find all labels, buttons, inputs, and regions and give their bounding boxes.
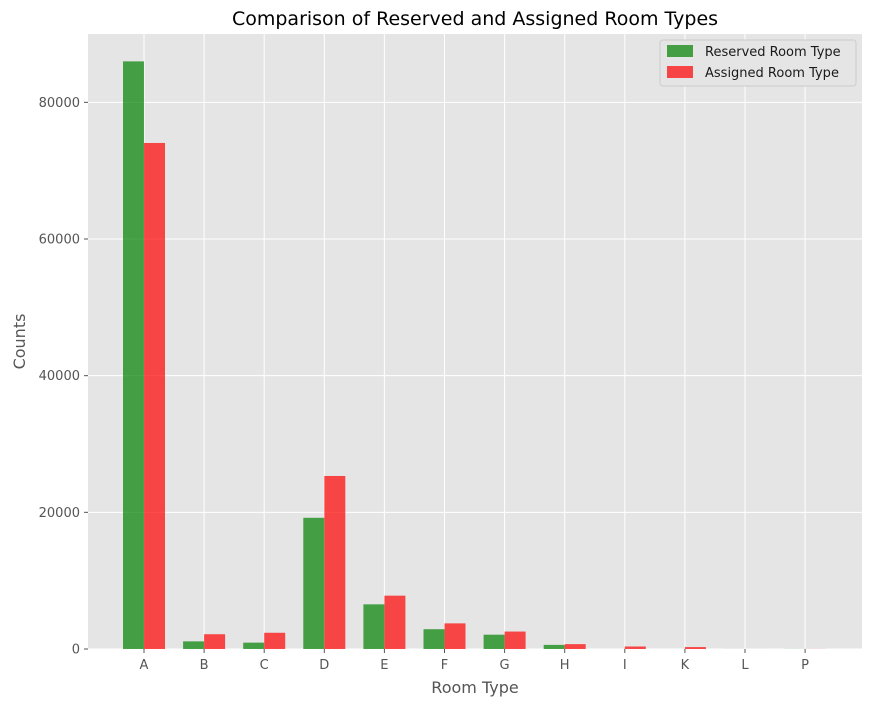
legend: Reserved Room Type Assigned Room Type xyxy=(659,39,857,87)
legend-swatch-reserved xyxy=(667,45,693,57)
x-tick-label: K xyxy=(681,658,690,673)
plot-background xyxy=(88,34,862,649)
x-tick-label: D xyxy=(319,658,329,673)
axis-ticks: 0 20000 40000 60000 80000 A B C D E F G H I K L P xyxy=(39,96,810,673)
x-tick-label: F xyxy=(441,658,448,673)
chart-title: Comparison of Reserved and Assigned Room… xyxy=(232,8,718,30)
bar-assigned-C xyxy=(264,632,286,649)
bar-reserved-A xyxy=(123,61,144,650)
x-tick-label: G xyxy=(500,658,510,673)
bar-assigned-D xyxy=(324,475,346,649)
bar-reserved-D xyxy=(303,517,325,649)
y-tick-label: 20000 xyxy=(39,506,80,521)
x-tick-label: B xyxy=(200,658,209,673)
legend-label-assigned: Assigned Room Type xyxy=(705,66,839,81)
legend-label-reserved: Reserved Room Type xyxy=(705,45,841,60)
bar-assigned-E xyxy=(384,595,406,649)
x-tick-label: L xyxy=(741,658,749,673)
bar-reserved-E xyxy=(363,604,385,649)
y-tick-label: 80000 xyxy=(39,96,80,111)
bar-reserved-C xyxy=(243,642,265,649)
bar-reserved-F xyxy=(423,629,445,649)
legend-box xyxy=(659,39,857,87)
y-tick-label: 60000 xyxy=(39,233,80,248)
bars xyxy=(123,61,827,650)
y-axis-label: Counts xyxy=(10,314,29,370)
bar-assigned-B xyxy=(204,634,226,649)
bar-reserved-H xyxy=(543,644,565,649)
bar-reserved-B xyxy=(183,641,205,649)
x-tick-label: H xyxy=(560,658,570,673)
bar-assigned-H xyxy=(564,644,586,649)
x-tick-label: I xyxy=(623,658,627,673)
x-tick-label: C xyxy=(260,658,269,673)
bar-assigned-I xyxy=(624,646,646,649)
bar-reserved-G xyxy=(483,634,505,649)
x-tick-label: E xyxy=(380,658,388,673)
x-tick-label: P xyxy=(801,658,809,673)
bar-assigned-F xyxy=(444,623,466,649)
bar-assigned-G xyxy=(504,631,526,649)
legend-swatch-assigned xyxy=(667,66,693,78)
bar-assigned-A xyxy=(144,142,165,649)
x-axis-label: Room Type xyxy=(431,678,518,697)
y-tick-label: 40000 xyxy=(39,369,80,384)
y-tick-label: 0 xyxy=(72,643,80,658)
x-tick-label: A xyxy=(140,658,149,673)
bar-assigned-K xyxy=(684,647,706,649)
grid-lines xyxy=(88,34,862,650)
